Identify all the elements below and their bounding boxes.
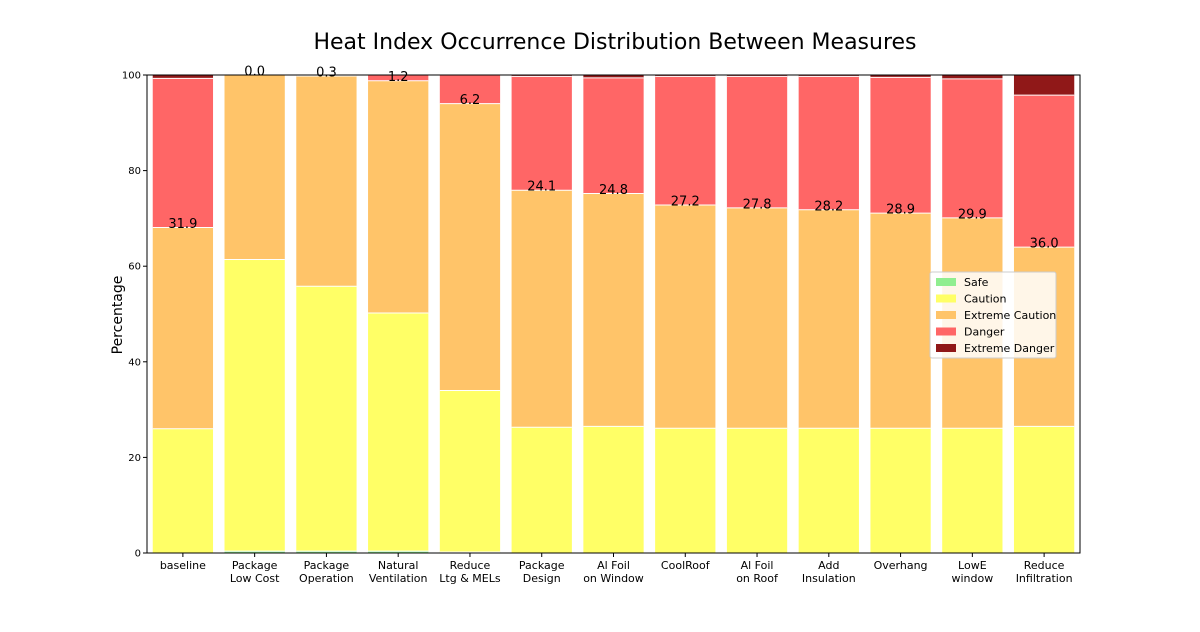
bar-segment-extreme-danger-9	[798, 75, 859, 77]
bar-segment-danger-5	[511, 76, 572, 191]
bar-segment-extreme-caution-6	[583, 193, 644, 427]
bar-segment-extreme-caution-8	[726, 207, 788, 429]
bar-segment-caution-2	[296, 286, 357, 552]
x-tick-label-3: Natural Ventilation	[369, 559, 428, 585]
bar-segment-extreme-danger-7	[655, 75, 716, 77]
bar-segment-caution-8	[726, 428, 788, 553]
bar-segment-danger-9	[798, 76, 859, 210]
x-tick-label-12: Reduce Infiltration	[1016, 559, 1073, 585]
x-tick-label-0: baseline	[160, 559, 206, 572]
x-axis: baseline Package Low Cost Package Operation N…	[160, 553, 1073, 585]
y-tick-label-20: 20	[128, 453, 141, 464]
bar-segment-extreme-danger-8	[726, 75, 788, 77]
bar-segment-extreme-caution-2	[296, 75, 357, 287]
data-label-4: 6.2	[460, 93, 481, 108]
bar-segment-extreme-danger-11	[942, 75, 1003, 79]
bar-segment-extreme-caution-9	[798, 209, 859, 429]
x-tick-label-2: Package Operation	[299, 559, 354, 585]
data-label-9: 28.2	[814, 199, 843, 214]
bar-segment-extreme-caution-3	[368, 80, 429, 314]
legend-swatch-safe	[936, 278, 956, 286]
bar-segment-danger-12	[1013, 95, 1075, 248]
y-tick-label-100: 100	[122, 71, 141, 82]
data-label-0: 31.9	[168, 217, 197, 232]
data-label-2: 0.3	[316, 65, 337, 80]
bars-layer	[152, 74, 1075, 554]
y-tick-label-80: 80	[128, 166, 141, 177]
legend-label-danger: Danger	[964, 326, 1005, 339]
bar-segment-caution-9	[798, 428, 859, 553]
bar-segment-caution-6	[583, 426, 644, 553]
legend-swatch-danger	[936, 327, 956, 336]
data-label-11: 29.9	[958, 207, 987, 222]
data-label-12: 36.0	[1030, 237, 1059, 252]
legend-swatch-extreme-caution	[936, 311, 956, 319]
bar-segment-caution-11	[942, 428, 1003, 553]
y-tick-label-0: 0	[135, 549, 141, 560]
legend-label-extreme-caution: Extreme Caution	[964, 309, 1056, 322]
bar-segment-extreme-danger-10	[870, 75, 931, 78]
bar-segment-extreme-caution-7	[655, 205, 716, 429]
bar-segment-safe-1	[224, 551, 285, 553]
y-axis: 0 20 40 60 80 100	[122, 71, 147, 560]
bar-segment-safe-3	[368, 551, 429, 553]
data-labels-layer: 31.9 0.0 0.3 1.2 6.2 24.1 24.8 27.2 27.8 28.2 28.9…	[168, 65, 1058, 252]
bar-segment-danger-6	[583, 77, 644, 194]
legend-swatch-caution	[936, 294, 956, 303]
x-tick-label-6: Al Foil on Window	[583, 559, 644, 585]
x-tick-label-7: CoolRoof	[661, 559, 711, 572]
y-tick-label-60: 60	[128, 262, 141, 273]
bar-segment-danger-7	[655, 76, 716, 206]
data-label-10: 28.9	[886, 203, 915, 218]
y-tick-label-40: 40	[128, 357, 141, 368]
data-label-5: 24.1	[527, 180, 556, 195]
x-tick-label-1: Package Low Cost	[230, 559, 280, 585]
legend-label-caution: Caution	[964, 293, 1006, 306]
data-label-7: 27.2	[671, 195, 700, 210]
bar-segment-danger-11	[942, 78, 1003, 218]
data-label-3: 1.2	[388, 70, 409, 85]
chart-title: Heat Index Occurrence Distribution Betwe…	[313, 30, 916, 55]
x-tick-label-9: Add Insulation	[802, 559, 856, 585]
bar-segment-extreme-danger-0	[152, 75, 214, 79]
bar-segment-extreme-danger-12	[1013, 75, 1075, 96]
legend-swatch-extreme-danger	[936, 344, 956, 352]
bar-segment-danger-0	[152, 78, 214, 228]
bar-segment-extreme-danger-6	[583, 75, 644, 78]
bar-segment-caution-7	[655, 428, 716, 553]
x-tick-label-8: Al Foil on Roof	[736, 559, 779, 585]
legend-label-safe: Safe	[964, 276, 989, 289]
bar-segment-extreme-caution-0	[152, 227, 214, 429]
data-label-6: 24.8	[599, 183, 628, 198]
bar-segment-extreme-caution-1	[224, 75, 285, 260]
bar-segment-danger-8	[726, 76, 788, 208]
bar-segment-caution-4	[439, 390, 501, 553]
bar-segment-caution-0	[152, 428, 214, 553]
bar-segment-caution-1	[224, 259, 285, 552]
bar-segment-caution-10	[870, 428, 931, 553]
data-label-8: 27.8	[743, 197, 772, 212]
bar-segment-danger-4	[439, 75, 501, 104]
bar-segment-caution-12	[1013, 426, 1075, 553]
y-axis-label: Percentage	[110, 276, 126, 355]
x-tick-label-11: LowE window	[951, 559, 993, 585]
x-tick-label-4: Reduce Ltg & MELs	[439, 559, 501, 585]
data-label-1: 0.0	[244, 65, 265, 80]
bar-segment-danger-10	[870, 77, 931, 214]
bar-segment-caution-3	[368, 313, 429, 552]
legend-label-extreme-danger: Extreme Danger	[964, 342, 1055, 355]
bar-segment-safe-2	[296, 551, 357, 553]
legend-box	[929, 271, 1057, 359]
bar-segment-extreme-caution-4	[439, 103, 501, 391]
x-tick-label-10: Overhang	[874, 559, 928, 572]
legend: Safe Caution Extreme Caution Danger Extreme …	[929, 271, 1057, 359]
bar-segment-extreme-caution-10	[870, 213, 931, 429]
x-tick-label-5: Package Design	[519, 559, 565, 585]
bar-segment-extreme-danger-5	[511, 75, 572, 77]
bar-segment-extreme-caution-5	[511, 190, 572, 428]
bar-segment-danger-3	[368, 75, 429, 81]
bar-segment-caution-5	[511, 427, 572, 553]
